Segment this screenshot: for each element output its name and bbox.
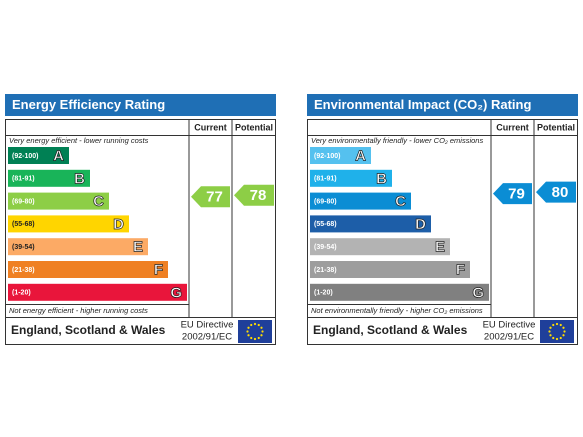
eu-star [257,323,260,327]
directive: 2002/91/EC [484,332,534,343]
band-letter: D [415,216,426,233]
eu-star [250,323,253,327]
top-note: Very energy efficient - lower running co… [9,136,149,145]
eu-star [559,336,562,340]
band-range: (92-100) [12,153,38,160]
rating-arrow [234,184,274,206]
band-range: (55-68) [12,221,35,228]
rating-value: 78 [250,187,267,204]
eu-star [247,334,250,337]
band-letter: C [395,193,406,210]
band-letter: B [74,170,85,187]
eu-star [562,326,565,329]
rating-arrow [493,183,532,205]
title-bar [307,94,578,116]
band-letter: A [355,147,366,164]
rating-band [8,192,109,210]
band-letter: D [113,216,124,233]
rating-band [310,192,411,210]
panel-title: Energy Efficiency Rating [12,97,165,112]
band-range: (21-38) [314,267,337,274]
column-header: Potential [537,122,575,132]
eu-star [549,326,552,329]
rating-band [310,215,431,233]
bottom-note: Not energy efficient - higher running co… [9,306,148,315]
panel-frame [307,119,578,345]
eu-star [562,334,565,337]
title-bar [5,94,276,116]
directive: EU Directive [181,320,234,331]
region: England, Scotland & Wales [313,323,468,337]
column-header: Current [194,122,227,132]
top-note: Very environmentally friendly - lower CO… [311,136,483,145]
rating-arrow [191,186,230,208]
rating-value: 77 [206,189,223,206]
region: England, Scotland & Wales [11,323,166,337]
band-range: (1-20) [314,290,333,297]
band-letter: E [133,239,143,256]
column-header: Potential [235,122,273,132]
eu-star [559,323,562,327]
eu-star [260,334,263,337]
column-header: Current [496,122,529,132]
band-range: (69-80) [12,198,35,205]
rating-band [310,169,392,187]
eu-star [247,326,250,329]
band-letter: C [93,193,104,210]
band-range: (21-38) [12,267,35,274]
band-letter: F [154,261,163,278]
rating-band [8,147,69,164]
eu-star [548,330,551,333]
eu-star [257,336,260,340]
rating-band [8,169,90,187]
rating-band [310,261,470,278]
band-range: (69-80) [314,198,337,205]
band-letter: G [472,284,484,301]
band-range: (39-54) [314,244,337,251]
panel-frame [5,119,276,345]
eu-flag [238,320,272,343]
eu-star [253,322,257,326]
eu-star [555,322,559,326]
band-range: (92-100) [314,153,340,160]
eu-flag [540,320,574,343]
rating-band [8,283,187,301]
eu-star [555,337,559,341]
bottom-note: Not environmentally friendly - higher CO… [311,306,483,315]
eu-star [261,330,264,333]
rating-value: 80 [552,184,569,201]
eu-star [253,337,257,341]
band-range: (39-54) [12,244,35,251]
band-range: (81-91) [12,176,35,183]
eu-star [552,323,555,327]
rating-arrow [536,181,576,203]
rating-band [310,238,450,256]
rating-value: 79 [508,186,525,203]
band-letter: A [53,147,64,164]
panel-title: Environmental Impact (CO₂) Rating [314,97,531,112]
eu-star [549,334,552,337]
rating-band [8,238,148,256]
eu-star [250,336,253,340]
band-letter: F [456,261,465,278]
rating-band [310,147,371,164]
rating-band [8,261,168,278]
band-letter: B [376,170,387,187]
band-letter: E [435,239,445,256]
band-range: (81-91) [314,176,337,183]
rating-band [8,215,129,233]
eu-star [563,330,566,333]
directive: 2002/91/EC [182,332,232,343]
rating-band [310,283,489,301]
eu-star [260,326,263,329]
band-range: (55-68) [314,221,337,228]
band-letter: G [170,284,182,301]
eu-star [552,336,555,340]
eu-star [246,330,249,333]
directive: EU Directive [483,320,536,331]
band-range: (1-20) [12,290,31,297]
